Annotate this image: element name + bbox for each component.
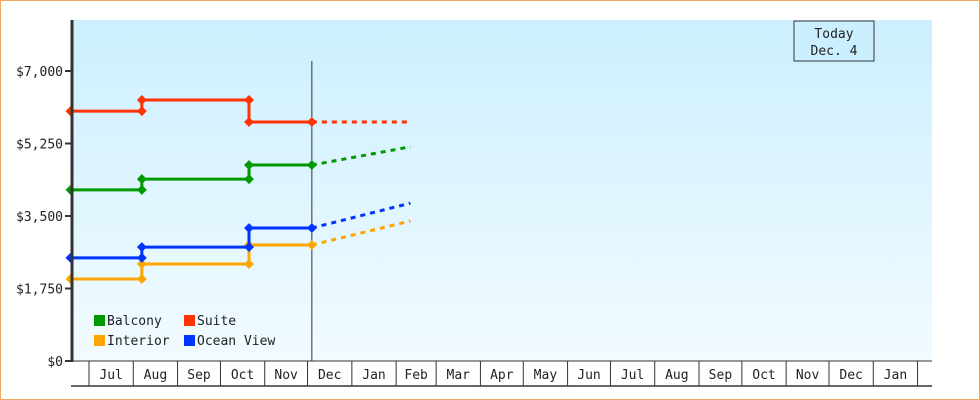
today-marker: Today Dec. 4 [793, 20, 875, 62]
x-tick-label: Nov [796, 368, 820, 383]
x-tick-label: Aug [665, 368, 688, 383]
legend-label: Suite [197, 314, 236, 329]
data-point-ocean-view [244, 242, 254, 253]
projection-interior [311, 219, 411, 247]
data-point-interior [244, 259, 254, 270]
projection-ocean-view [311, 201, 411, 230]
data-point-ocean-view [136, 242, 147, 253]
legend-swatch [184, 335, 195, 346]
legend: Balcony Suite Interior Ocean View [94, 314, 275, 349]
x-tick-label: Aug [144, 368, 167, 383]
data-point-ocean-view [244, 223, 254, 233]
y-tick-label: $3,500 [16, 210, 63, 225]
plot-area [72, 20, 932, 361]
data-point-ocean-view [136, 252, 147, 263]
data-point-balcony [244, 174, 254, 185]
legend-swatch [94, 335, 105, 346]
legend-label: Interior [107, 334, 170, 349]
data-point-balcony [136, 184, 147, 195]
x-tick-label: Nov [274, 368, 298, 383]
x-tick-label: Jan [884, 368, 907, 383]
legend-label: Balcony [107, 314, 162, 329]
series-line-balcony [70, 163, 312, 192]
x-tick-label: Dec [839, 368, 862, 383]
y-tick-label: $7,000 [16, 65, 63, 80]
x-tick-label: Feb [404, 368, 428, 383]
x-tick-label: Jul [621, 368, 644, 383]
y-tick-label: $1,750 [16, 283, 63, 298]
data-point-suite [244, 117, 254, 127]
data-point-balcony [306, 160, 317, 170]
x-tick-label: Oct [752, 368, 775, 383]
data-point-suite [136, 95, 147, 105]
x-tick-label: Jul [99, 368, 122, 383]
data-point-suite [136, 106, 147, 117]
series-line-interior [70, 243, 312, 281]
series-line-suite [70, 98, 312, 124]
x-tick-label: Oct [231, 368, 254, 383]
today-box [793, 20, 875, 62]
legend-label: Ocean View [197, 334, 275, 349]
x-tick-label: Mar [447, 368, 471, 383]
data-point-balcony [244, 160, 254, 170]
legend-swatch [94, 315, 105, 326]
today-date: Dec. 4 [811, 44, 858, 59]
x-tick-label: May [534, 368, 558, 383]
x-tick-label: Jun [577, 368, 600, 383]
data-point-suite [244, 95, 254, 105]
x-tick-label: Dec [318, 368, 341, 383]
data-point-interior [306, 240, 317, 250]
x-tick-label: Sep [709, 368, 733, 383]
legend-swatch [184, 315, 195, 326]
data-point-balcony [136, 174, 147, 185]
today-label: Today [814, 27, 853, 42]
x-tick-label: Jan [362, 368, 385, 383]
data-point-ocean-view [306, 223, 317, 233]
x-tick-label: Apr [490, 368, 514, 383]
data-point-interior [136, 259, 147, 270]
projection-balcony [311, 145, 411, 167]
data-point-interior [136, 274, 147, 284]
x-tick-label: Sep [187, 368, 211, 383]
y-tick-label: $5,250 [16, 138, 63, 153]
series-line-ocean-view [70, 226, 312, 260]
y-tick-label: $0 [47, 355, 63, 370]
